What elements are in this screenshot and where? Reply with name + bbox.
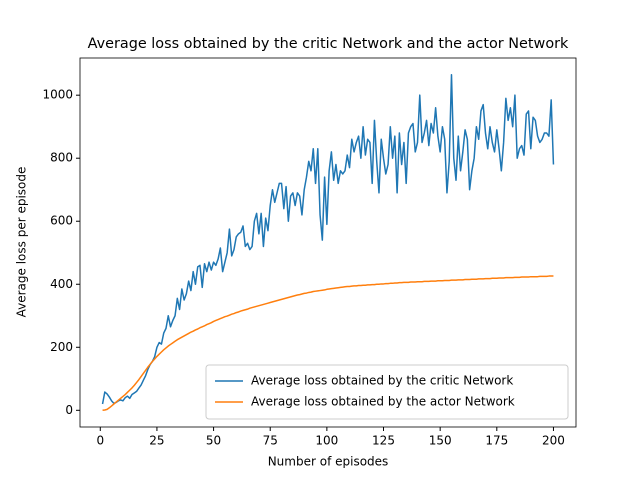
x-tick-label: 175 [485,434,508,448]
y-tick-label: 0 [65,403,73,417]
x-tick-label: 150 [429,434,452,448]
y-tick-label: 200 [50,340,73,354]
x-tick-label: 25 [149,434,164,448]
x-tick-label: 200 [542,434,565,448]
y-tick-label: 800 [50,151,73,165]
x-tick-label: 50 [206,434,221,448]
x-tick-label: 75 [263,434,278,448]
y-axis-label: Average loss per episode [15,167,29,318]
y-tick-label: 400 [50,277,73,291]
chart-title: Average loss obtained by the critic Netw… [88,36,569,52]
legend-label: Average loss obtained by the actor Netwo… [251,395,515,409]
x-tick-label: 125 [372,434,395,448]
x-tick-label: 100 [315,434,338,448]
legend-box [205,364,569,420]
legend-label: Average loss obtained by the critic Netw… [251,374,513,388]
plot-frame [79,57,577,428]
y-tick-label: 1000 [42,88,73,102]
x-tick-label: 0 [96,434,104,448]
data-line [102,275,554,412]
data-line [101,73,555,405]
y-tick-label: 600 [50,214,73,228]
x-axis-label: Number of episodes [268,455,389,469]
